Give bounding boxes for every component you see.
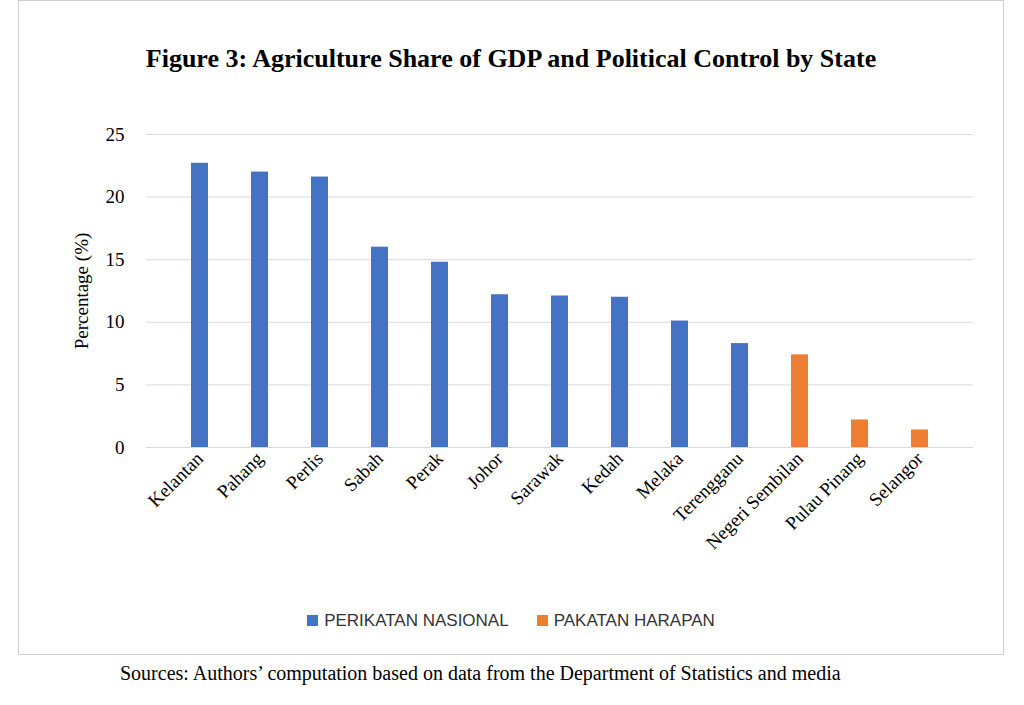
svg-text:25: 25: [106, 124, 125, 145]
svg-text:Sabah: Sabah: [339, 447, 387, 495]
svg-text:Sarawak: Sarawak: [506, 447, 567, 508]
svg-text:Perlis: Perlis: [282, 448, 327, 493]
svg-text:Pulau Pinang: Pulau Pinang: [781, 447, 867, 533]
svg-text:Johor: Johor: [462, 447, 507, 492]
html-text:PAKATAN HARAPAN: PAKATAN HARAPAN: [553, 611, 715, 630]
svg-text:5: 5: [115, 374, 125, 395]
svg-text:0: 0: [115, 437, 125, 458]
html-text:Sources: Authors’ computation: Sources: Authors’ computation based on d…: [120, 662, 841, 684]
svg-text:Selangor: Selangor: [865, 447, 928, 510]
svg-text:Terengganu: Terengganu: [669, 447, 748, 526]
svg-text:15: 15: [106, 249, 125, 270]
svg-text:Melaka: Melaka: [632, 447, 688, 503]
svg-text:Percentage (%): Percentage (%): [71, 233, 93, 350]
svg-text:Kelantan: Kelantan: [144, 447, 208, 511]
html-text:Figure 3: Agriculture Share of: Figure 3: Agriculture Share of GDP and P…: [145, 44, 877, 73]
svg-text:Kedah: Kedah: [577, 447, 627, 497]
svg-text:10: 10: [106, 311, 125, 332]
svg-text:Negeri Sembilan: Negeri Sembilan: [702, 447, 808, 553]
svg-text:20: 20: [106, 186, 125, 207]
html-text:PERIKATAN NASIONAL: PERIKATAN NASIONAL: [324, 611, 509, 630]
svg-text:Pahang: Pahang: [213, 447, 268, 502]
svg-text:Perak: Perak: [402, 447, 448, 493]
